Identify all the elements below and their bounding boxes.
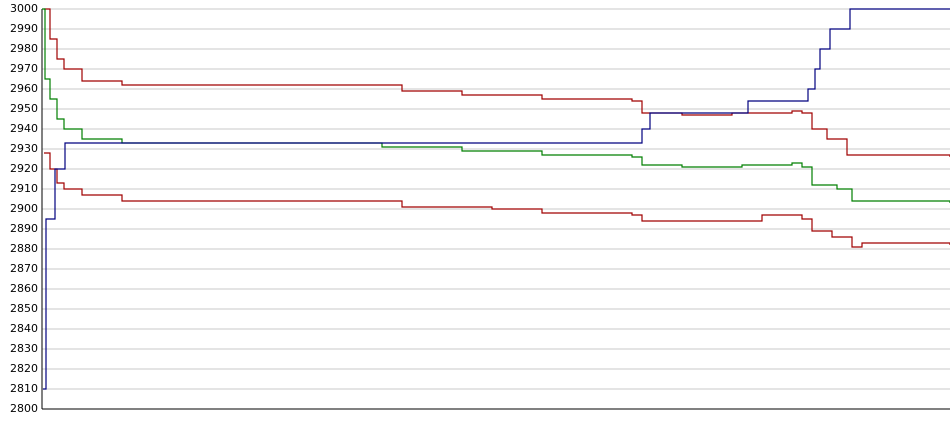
y-tick-label: 2850 — [10, 302, 38, 315]
y-tick-label: 2860 — [10, 282, 38, 295]
y-tick-label: 2830 — [10, 342, 38, 355]
series-line — [42, 8, 950, 203]
y-tick-label: 2920 — [10, 162, 38, 175]
y-tick-label: 2810 — [10, 382, 38, 395]
y-tick-label: 2880 — [10, 242, 38, 255]
y-tick-label: 2960 — [10, 82, 38, 95]
series-line — [44, 152, 950, 248]
series-line — [44, 8, 950, 157]
y-tick-label: 3000 — [10, 2, 38, 15]
y-tick-label: 2900 — [10, 202, 38, 215]
y-tick-label: 2820 — [10, 362, 38, 375]
y-tick-label: 2970 — [10, 62, 38, 75]
y-tick-label: 2910 — [10, 182, 38, 195]
y-tick-label: 2870 — [10, 262, 38, 275]
y-tick-label: 2950 — [10, 102, 38, 115]
y-tick-label: 2940 — [10, 122, 38, 135]
y-tick-label: 2980 — [10, 42, 38, 55]
y-tick-label: 2840 — [10, 322, 38, 335]
y-tick-label: 2890 — [10, 222, 38, 235]
y-tick-label: 2930 — [10, 142, 38, 155]
y-tick-label: 2990 — [10, 22, 38, 35]
y-tick-label: 2800 — [10, 402, 38, 415]
series-line — [43, 8, 950, 390]
